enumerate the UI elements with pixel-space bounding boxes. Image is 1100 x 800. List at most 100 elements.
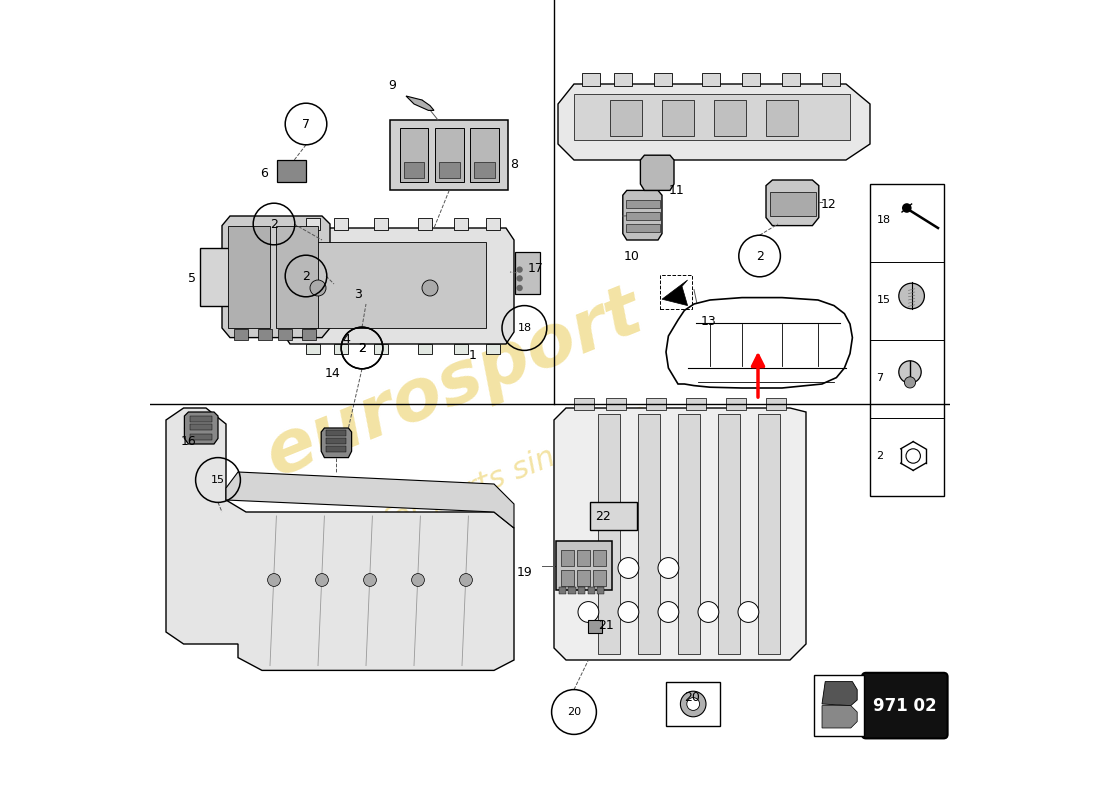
Bar	[742, 73, 760, 86]
Circle shape	[310, 280, 326, 296]
Bar	[474, 162, 495, 178]
Circle shape	[516, 285, 522, 291]
Circle shape	[460, 574, 472, 586]
Polygon shape	[623, 190, 662, 240]
Text: 2: 2	[756, 250, 763, 262]
Circle shape	[658, 558, 679, 578]
Bar	[593, 550, 606, 566]
Polygon shape	[226, 472, 514, 528]
Bar	[718, 414, 740, 654]
Bar	[597, 587, 604, 594]
Circle shape	[904, 377, 915, 388]
FancyBboxPatch shape	[277, 160, 306, 182]
Circle shape	[578, 558, 598, 578]
Bar	[306, 218, 320, 230]
Bar	[404, 162, 425, 178]
Bar	[486, 344, 500, 354]
Bar	[190, 434, 212, 440]
Text: 14: 14	[324, 367, 340, 380]
Polygon shape	[310, 242, 486, 328]
Text: 13: 13	[701, 315, 716, 328]
Bar	[870, 184, 944, 496]
Text: 18: 18	[877, 215, 891, 225]
FancyBboxPatch shape	[587, 620, 602, 633]
Bar	[578, 587, 585, 594]
Bar	[714, 100, 746, 136]
Bar	[606, 398, 626, 410]
Polygon shape	[282, 228, 514, 344]
Circle shape	[738, 602, 759, 622]
Text: 971 02: 971 02	[872, 697, 936, 714]
Circle shape	[618, 602, 639, 622]
Text: 21: 21	[598, 619, 614, 632]
Circle shape	[686, 698, 700, 710]
Bar	[559, 587, 566, 594]
Bar	[439, 162, 460, 178]
Circle shape	[364, 574, 376, 586]
Text: 12: 12	[821, 198, 836, 210]
Bar	[578, 570, 590, 586]
Circle shape	[411, 574, 425, 586]
Bar	[626, 224, 660, 232]
Bar	[561, 550, 574, 566]
Bar	[561, 570, 574, 586]
Bar	[782, 73, 800, 86]
Text: 2: 2	[302, 270, 310, 282]
Text: 9: 9	[388, 79, 396, 92]
Bar	[593, 570, 606, 586]
Bar	[766, 100, 797, 136]
Bar	[326, 446, 346, 452]
Text: 15: 15	[211, 475, 226, 485]
Bar	[638, 414, 660, 654]
Bar	[486, 218, 500, 230]
Polygon shape	[406, 96, 434, 110]
FancyBboxPatch shape	[814, 675, 864, 736]
Bar	[229, 226, 270, 328]
Text: 1: 1	[469, 350, 476, 362]
Text: 20: 20	[684, 691, 701, 704]
FancyBboxPatch shape	[470, 128, 498, 182]
Bar	[234, 329, 249, 340]
Bar	[374, 218, 388, 230]
Circle shape	[316, 574, 329, 586]
Bar	[418, 344, 432, 354]
FancyBboxPatch shape	[862, 673, 947, 738]
Bar	[258, 329, 273, 340]
Text: 22: 22	[595, 510, 610, 522]
Bar	[686, 398, 706, 410]
Text: 8: 8	[510, 158, 518, 170]
Circle shape	[698, 602, 718, 622]
Bar	[654, 73, 672, 86]
FancyBboxPatch shape	[557, 541, 613, 590]
Text: 2: 2	[877, 451, 883, 461]
Bar	[578, 550, 590, 566]
Bar	[276, 226, 318, 328]
Text: 11: 11	[669, 184, 684, 197]
Bar	[662, 100, 694, 136]
Bar	[334, 218, 349, 230]
Text: 6: 6	[261, 167, 268, 180]
Polygon shape	[822, 706, 857, 728]
Polygon shape	[666, 298, 852, 388]
Text: 19: 19	[517, 566, 532, 578]
Bar	[626, 200, 660, 208]
FancyBboxPatch shape	[515, 252, 540, 294]
Polygon shape	[321, 428, 352, 458]
Bar	[587, 587, 595, 594]
Text: eurosport: eurosport	[255, 277, 652, 491]
Text: 4: 4	[342, 333, 350, 346]
Circle shape	[906, 449, 921, 463]
Bar	[326, 430, 346, 436]
Circle shape	[422, 280, 438, 296]
Text: 18: 18	[517, 323, 531, 333]
Bar	[374, 344, 388, 354]
Bar	[302, 329, 317, 340]
Text: 16: 16	[180, 435, 197, 448]
Bar	[574, 398, 594, 410]
Bar	[454, 344, 469, 354]
Bar	[574, 94, 850, 140]
Polygon shape	[558, 84, 870, 160]
FancyBboxPatch shape	[666, 682, 720, 726]
Bar	[678, 414, 701, 654]
Bar	[190, 416, 212, 422]
